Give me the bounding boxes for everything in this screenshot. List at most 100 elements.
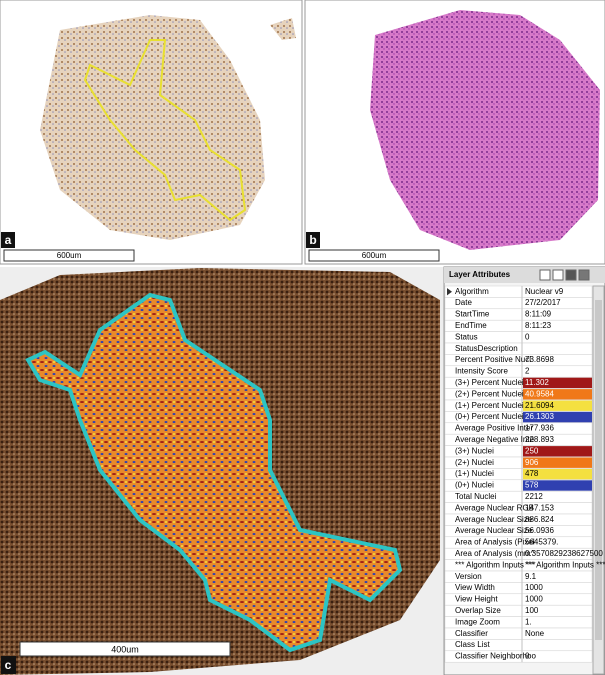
attribute-name: View Height (455, 595, 498, 604)
toolbar-button[interactable] (552, 269, 564, 281)
tissue (270, 18, 296, 40)
attribute-name: Status (455, 332, 478, 341)
attribute-name: Algorithm (455, 287, 489, 296)
panel-label: c (5, 658, 12, 672)
attribute-value: 40.9584 (525, 389, 554, 398)
attribute-name: (0+) Nuclei (455, 481, 494, 490)
attribute-name: Overlap Size (455, 606, 501, 615)
value-highlight (523, 468, 592, 480)
panel-label-box (1, 232, 15, 248)
attribute-name: Classifier Neighborhoo (455, 652, 536, 661)
attribute-name: Total Nuclei (455, 492, 497, 501)
panel-title: Layer Attributes (449, 270, 511, 279)
value-highlight (523, 389, 592, 400)
layer-attributes-panel: Layer Attributes Algorithm Nuclear v9 Date… (443, 266, 605, 675)
scale-bar-label: 600um (362, 251, 387, 260)
scale-bar (308, 249, 440, 262)
attribute-value: 0.3570829238627500 (525, 549, 603, 558)
attribute-name: Average Negative Inte (455, 435, 535, 444)
attribute-value: *** Algorithm Inputs *** (525, 560, 605, 569)
attribute-value: 1000 (525, 583, 543, 592)
scale-bar-label: 600um (57, 251, 82, 260)
value-highlight (523, 480, 592, 491)
attribute-name: Date (455, 298, 472, 307)
attribute-name: EndTime (455, 321, 487, 330)
panel-label-box (1, 656, 16, 674)
attribute-value: None (525, 629, 545, 638)
attribute-name: Version (455, 572, 482, 581)
attribute-value: 2 (525, 367, 530, 376)
panel-a: a 600um (0, 0, 303, 265)
region-outline (83, 39, 247, 222)
panel-label-box (306, 232, 320, 248)
toolbar-button[interactable] (539, 269, 551, 281)
attribute-name: Percent Positive Nucl (455, 355, 531, 364)
attribute-value: 11.302 (525, 378, 549, 387)
attribute-value: 250 (525, 446, 539, 455)
attribute-value: 8:11:09 (525, 310, 552, 319)
scale-bar (3, 249, 135, 262)
attribute-value: 2212 (525, 492, 543, 501)
attribute-name: View Width (455, 583, 495, 592)
attribute-name: (1+) Percent Nuclei (455, 401, 524, 410)
panel-b: b 600um (304, 0, 605, 265)
attribute-value: 228.893 (525, 435, 554, 444)
attribute-name: Average Positive Inter (455, 424, 533, 433)
attribute-name: (2+) Percent Nuclei (455, 389, 524, 398)
attribute-value: 1000 (525, 595, 543, 604)
attribute-value: 26.1303 (525, 412, 554, 421)
attribute-value: 100 (525, 606, 539, 615)
toolbar-button[interactable] (578, 269, 590, 281)
attribute-name: Area of Analysis (mm^ (455, 549, 535, 558)
attribute-value: 8:11:23 (525, 321, 552, 330)
attribute-name: (1+) Nuclei (455, 469, 494, 478)
attribute-value: 0 (525, 332, 530, 341)
attribute-name: Classifier (455, 629, 488, 638)
attribute-name: StartTime (455, 310, 490, 319)
attribute-value: 56.0936 (525, 526, 554, 535)
scale-bar (19, 641, 231, 657)
panel-c: c 400um (0, 267, 443, 675)
attribute-value: 73.8698 (525, 355, 554, 364)
panel-label: b (309, 233, 316, 247)
attribute-name: StatusDescription (455, 344, 518, 353)
toolbar-button[interactable] (565, 269, 577, 281)
value-highlight (523, 457, 592, 468)
attribute-name: Area of Analysis (Pixel (455, 538, 535, 547)
value-highlight (523, 400, 592, 411)
attribute-value: 177.936 (525, 424, 554, 433)
attribute-value: 886.824 (525, 515, 554, 524)
tissue (40, 15, 265, 240)
attribute-name: (3+) Percent Nuclei (455, 378, 524, 387)
attribute-value: Nuclear v9 (525, 287, 564, 296)
attribute-name: Image Zoom (455, 617, 500, 626)
region-outline (25, 292, 403, 653)
attribute-name: Class List (455, 640, 490, 649)
panel-header (444, 267, 605, 283)
attribute-name: Average Nuclear Size (455, 526, 533, 535)
tissue (370, 10, 600, 250)
scrollbar-thumb[interactable] (595, 300, 602, 640)
attribute-name: (0+) Percent Nuclei (455, 412, 524, 421)
attribute-value: 147.153 (525, 503, 554, 512)
value-highlight (523, 377, 592, 389)
attribute-value: 1. (525, 617, 532, 626)
panel-label: a (5, 233, 12, 247)
attribute-value: 9.1 (525, 572, 537, 581)
attribute-name: *** Algorithm Inputs *** (455, 560, 536, 569)
attribute-value: 906 (525, 458, 539, 467)
attribute-name: Average Nuclear Size (455, 515, 533, 524)
attribute-name: (3+) Nuclei (455, 446, 494, 455)
expand-arrow (447, 288, 452, 296)
row (444, 650, 593, 663)
attribute-name: Intensity Score (455, 367, 508, 376)
attribute-value: 27/2/2017 (525, 298, 561, 307)
attribute-name: Average Nuclear RGB (455, 503, 534, 512)
scale-bar-label: 400um (111, 644, 139, 654)
attribute-value: 0 (525, 652, 530, 661)
value-highlight (523, 446, 592, 457)
attribute-value: 5645379. (525, 538, 558, 547)
attribute-name: (2+) Nuclei (455, 458, 494, 467)
value-highlight (523, 411, 592, 423)
